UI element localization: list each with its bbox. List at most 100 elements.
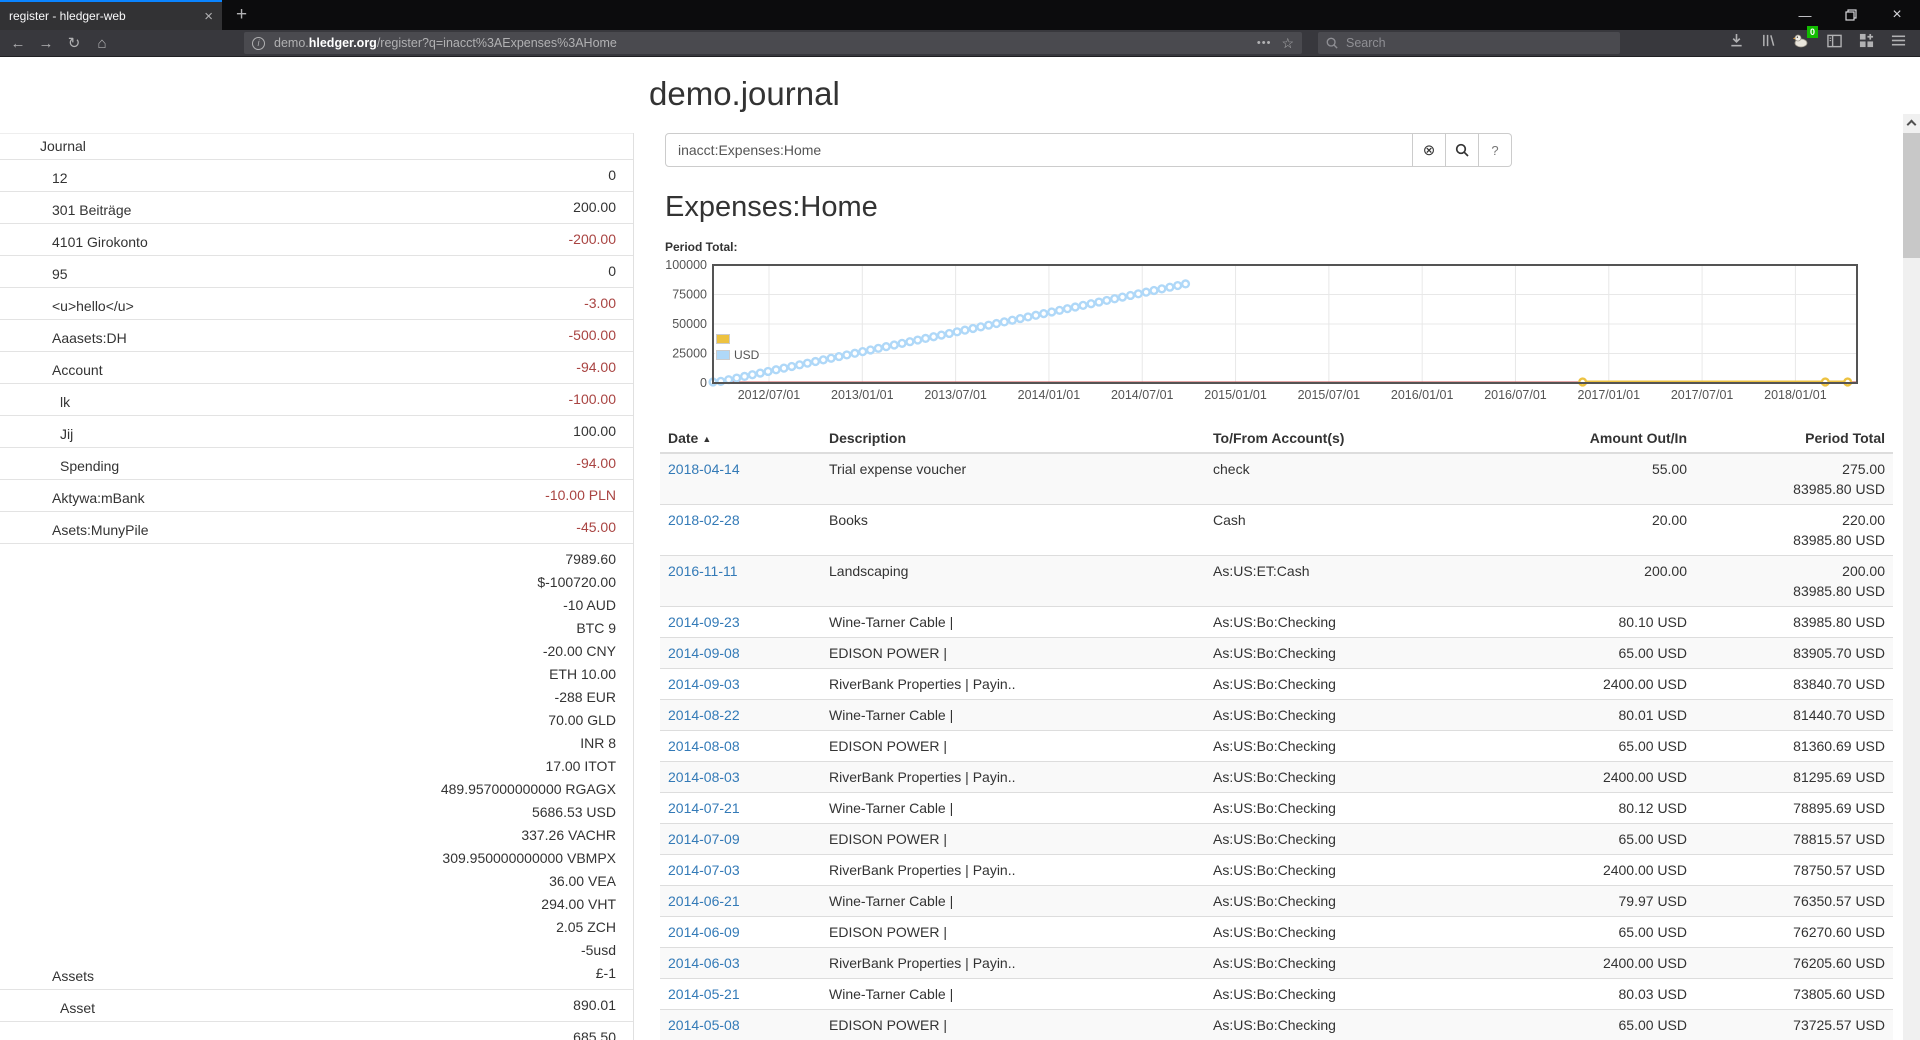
- period-total: 83905.70 USD: [1695, 637, 1893, 669]
- sidebar-account-row[interactable]: 12 0: [0, 160, 633, 192]
- sidebar-account-row[interactable]: Assets 7989.60 $-100720.00 -10 AUD BTC 9 -20.…: [0, 544, 633, 990]
- url-bar[interactable]: i demo.hledger.org/register?q=inacct%3AE…: [244, 32, 1302, 54]
- tab-close-icon[interactable]: ×: [204, 7, 213, 25]
- back-icon[interactable]: ←: [10, 34, 26, 52]
- browser-tab[interactable]: register - hledger-web ×: [0, 0, 222, 30]
- new-tab-button[interactable]: +: [236, 4, 248, 25]
- account-name[interactable]: Asset: [60, 1000, 96, 1016]
- window-close-button[interactable]: ×: [1892, 6, 1902, 23]
- transaction-date-link[interactable]: 2014-09-08: [668, 645, 740, 661]
- sidebar-account-row[interactable]: Aaasets:DH -500.00: [0, 320, 633, 352]
- transaction-date-link[interactable]: 2014-07-03: [668, 862, 740, 878]
- transaction-date-link[interactable]: 2014-05-08: [668, 1017, 740, 1033]
- transaction-date-link[interactable]: 2014-08-03: [668, 769, 740, 785]
- chart-canvas: 0 25000 50000 75000 100000 2012/07/01 2013/01/…: [665, 258, 1858, 402]
- transaction-date-link[interactable]: 2014-07-09: [668, 831, 740, 847]
- sidebar-account-row[interactable]: lk -100.00: [0, 384, 633, 416]
- window-restore-button[interactable]: [1828, 0, 1874, 30]
- account-name[interactable]: Journal: [40, 138, 86, 154]
- transaction-description: Wine-Tarner Cable |: [821, 699, 1205, 731]
- browser-search-field[interactable]: Search: [1318, 32, 1620, 54]
- account-heading: Expenses:Home: [665, 191, 878, 223]
- transaction-date-link[interactable]: 2014-08-22: [668, 707, 740, 723]
- sidebar-account-row[interactable]: Jij 100.00: [0, 416, 633, 448]
- transaction-date-link[interactable]: 2016-11-11: [668, 563, 738, 579]
- sidebar-account-row[interactable]: <u>hello</u> -3.00: [0, 288, 633, 320]
- account-name[interactable]: Aaasets:DH: [52, 330, 127, 346]
- transaction-description: EDISON POWER |: [821, 1009, 1205, 1040]
- sidebar-account-row[interactable]: Asset 890.01: [0, 990, 633, 1022]
- period-total: 83985.80 USD: [1695, 606, 1893, 638]
- table-row: 2016-11-11 Landscaping As:US:ET:Cash 200.00…: [660, 555, 1893, 607]
- account-name[interactable]: Jij: [60, 426, 74, 442]
- sidebar-account-row[interactable]: 301 Beiträge 200.00: [0, 192, 633, 224]
- table-row: 2014-06-09 EDISON POWER | As:US:Bo:Checkin…: [660, 916, 1893, 948]
- transaction-description: RiverBank Properties | Payin..: [821, 761, 1205, 793]
- page-actions-icon[interactable]: •••: [1256, 37, 1272, 49]
- transaction-description: Wine-Tarner Cable |: [821, 606, 1205, 638]
- account-name[interactable]: Assets: [52, 968, 95, 984]
- sidebar-account-row[interactable]: Cash685.50$-15.00-10 AUD-30.00 USD: [0, 1022, 633, 1040]
- account-name[interactable]: Aktywa:mBank: [52, 490, 145, 506]
- period-total: 78750.57 USD: [1695, 854, 1893, 886]
- transaction-date-link[interactable]: 2014-05-21: [668, 986, 740, 1002]
- account-name[interactable]: lk: [60, 394, 71, 410]
- query-input[interactable]: [665, 133, 1413, 167]
- sidebar-account-row[interactable]: 4101 Girokonto -200.00: [0, 224, 633, 256]
- account-name[interactable]: Spending: [60, 458, 120, 474]
- svg-text:2018/01/01: 2018/01/01: [1764, 388, 1827, 402]
- transaction-date-link[interactable]: 2014-06-21: [668, 893, 740, 909]
- transaction-date-link[interactable]: 2014-06-09: [668, 924, 740, 940]
- menu-hamburger-icon[interactable]: [1891, 34, 1906, 52]
- sidebar-account-row[interactable]: Aktywa:mBank -10.00 PLN: [0, 480, 633, 512]
- home-icon[interactable]: ⌂: [97, 34, 107, 52]
- search-button[interactable]: [1446, 133, 1479, 167]
- account-name[interactable]: 4101 Girokonto: [52, 234, 148, 250]
- sidebar-account-row[interactable]: Account -94.00: [0, 352, 633, 384]
- transaction-date-link[interactable]: 2014-09-23: [668, 614, 740, 630]
- help-button[interactable]: ?: [1479, 133, 1512, 167]
- bookmark-star-icon[interactable]: ☆: [1281, 34, 1294, 51]
- scrollbar-thumb[interactable]: [1903, 133, 1920, 258]
- forward-icon[interactable]: →: [38, 34, 54, 52]
- column-header-date[interactable]: Date ▲: [660, 424, 821, 454]
- transaction-date-link[interactable]: 2014-09-03: [668, 676, 740, 692]
- table-row: 2014-06-03 RiverBank Properties | Payin..…: [660, 947, 1893, 979]
- clear-query-button[interactable]: ⊗: [1413, 133, 1446, 167]
- transaction-date-link[interactable]: 2018-02-28: [668, 512, 740, 528]
- transaction-date-link[interactable]: 2014-08-08: [668, 738, 740, 754]
- window-minimize-button[interactable]: —: [1798, 7, 1812, 23]
- sidebar-account-row[interactable]: Journal: [0, 133, 633, 160]
- site-info-icon[interactable]: i: [252, 36, 265, 50]
- extension-icon[interactable]: 0: [1793, 26, 1818, 53]
- column-header-period-total[interactable]: Period Total: [1695, 424, 1893, 454]
- amount-out-in: 80.01 USD: [1485, 699, 1695, 731]
- sidebar-account-row[interactable]: 95 0: [0, 256, 633, 288]
- transaction-date-link[interactable]: 2014-06-03: [668, 955, 740, 971]
- account-name[interactable]: 95: [52, 266, 68, 282]
- account-name[interactable]: Account: [52, 362, 103, 378]
- period-total: 83840.70 USD: [1695, 668, 1893, 700]
- account-name[interactable]: <u>hello</u>: [52, 298, 134, 314]
- downloads-icon[interactable]: [1729, 33, 1744, 53]
- account-name[interactable]: Asets:MunyPile: [52, 522, 149, 538]
- account-name[interactable]: 301 Beiträge: [52, 202, 132, 218]
- transaction-description: EDISON POWER |: [821, 730, 1205, 762]
- account-balance: -94.00: [576, 455, 616, 471]
- column-header-to-from-account-s-[interactable]: To/From Account(s): [1205, 424, 1485, 454]
- transaction-date-link[interactable]: 2018-04-14: [668, 461, 740, 477]
- period-total: 76270.60 USD: [1695, 916, 1893, 948]
- sidebar-account-row[interactable]: Spending -94.00: [0, 448, 633, 480]
- scrollbar-up-icon[interactable]: [1903, 114, 1920, 131]
- library-icon[interactable]: [1761, 33, 1776, 53]
- extensions-grid-icon[interactable]: [1859, 33, 1874, 53]
- column-header-description[interactable]: Description: [821, 424, 1205, 454]
- column-header-amount-out-in[interactable]: Amount Out/In: [1485, 424, 1695, 454]
- transaction-date-link[interactable]: 2014-07-21: [668, 800, 740, 816]
- page-scrollbar[interactable]: [1903, 114, 1920, 1040]
- transaction-account: As:US:Bo:Checking: [1205, 1009, 1485, 1040]
- account-name[interactable]: 12: [52, 170, 68, 186]
- reload-icon[interactable]: ↻: [67, 35, 81, 52]
- sidebar-account-row[interactable]: Asets:MunyPile -45.00: [0, 512, 633, 544]
- sidebar-toggle-icon[interactable]: [1827, 34, 1842, 53]
